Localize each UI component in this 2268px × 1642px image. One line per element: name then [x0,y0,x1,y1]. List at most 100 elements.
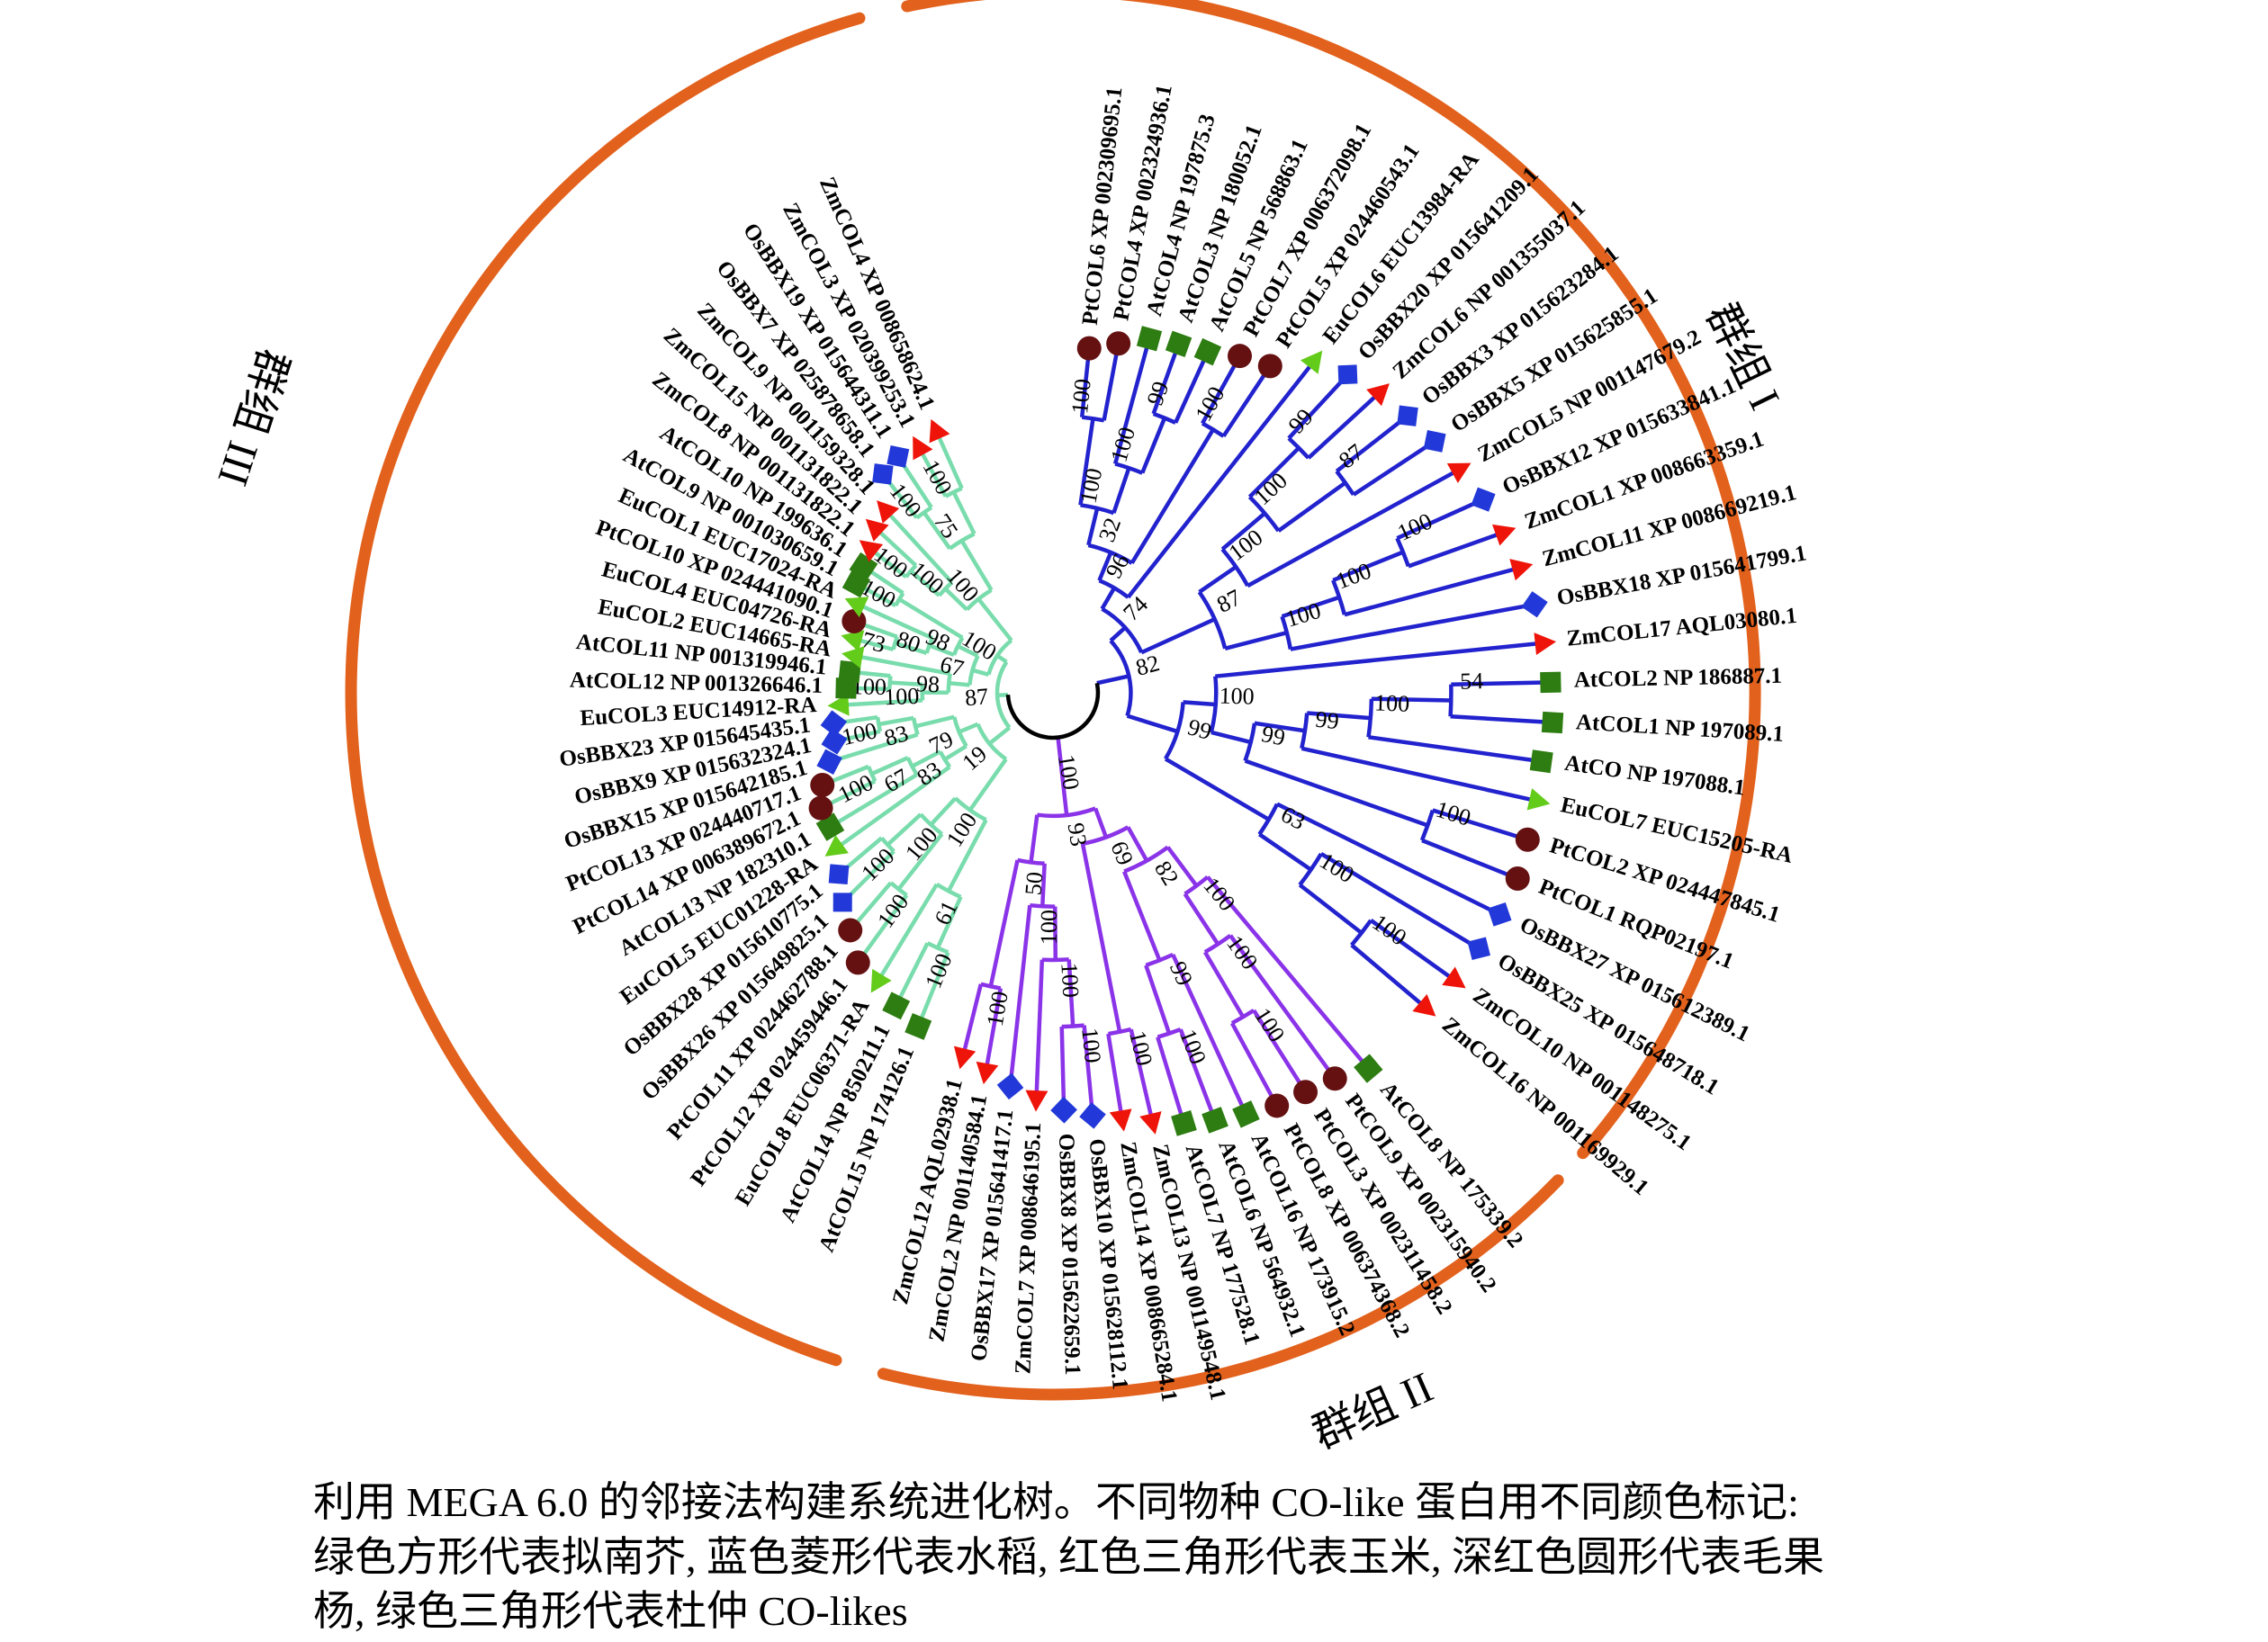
marker-at-square [1540,672,1561,693]
bootstrap-value: 100 [1066,378,1096,416]
branch-radial [1352,945,1426,1008]
branch-radial [991,860,1018,986]
marker-zm-triangle [1139,1111,1166,1137]
branch-radial [1166,758,1269,819]
branch-radial [1259,834,1310,869]
group-label-II: 群组 II [1306,1363,1440,1458]
bootstrap-value: 100 [884,683,920,711]
branch-radial [915,717,954,727]
branch-radial [1083,844,1120,1032]
marker-pt-circle [1077,336,1102,361]
bootstrap-value: 99 [1314,706,1340,735]
bootstrap-value: 99 [1283,404,1318,439]
marker-os-diamond [816,749,842,775]
marker-zm-triangle [1509,553,1535,580]
marker-eu-triangle [861,969,892,999]
branch-radial [1215,643,1544,677]
branch-radial [1031,815,1038,863]
leaf-label: OsBBX8 XP 015622659.1 [1054,1133,1084,1375]
marker-os-diamond [1468,938,1490,960]
marker-pt-circle [1293,1080,1318,1104]
branch-radial [1451,716,1552,722]
marker-at-square [1232,1100,1259,1127]
figure-caption: 利用 MEGA 6.0 的邻接法构建系统进化树。不同物种 CO-like 蛋白用… [313,1476,2032,1639]
marker-pt-circle [1106,331,1130,355]
group-label-III: 群组 III [208,343,297,491]
branch-radial [973,670,989,675]
marker-os-diamond [1488,902,1512,927]
bootstrap-value: 100 [982,990,1013,1028]
bootstrap-value: 100 [1282,597,1324,633]
caption-line-2: 绿色方形代表拟南芥, 蓝色菱形代表水稻, 红色三角形代表玉米, 深红色圆形代表毛… [313,1530,2032,1585]
branch-radial [1111,628,1125,641]
bootstrap-value: 100 [920,950,957,992]
bootstrap-value: 69 [1105,838,1138,869]
marker-os-diamond [1050,1097,1077,1124]
marker-os-diamond [886,445,909,468]
bootstrap-value: 96 [1101,550,1135,583]
marker-zm-triangle [1442,967,1472,998]
bootstrap-value: 67 [938,651,967,682]
marker-at-square [1202,1107,1228,1134]
caption-line-3: 杨, 绿色三角形代表杜仲 CO-likes [313,1584,2032,1639]
marker-pt-circle [1506,866,1530,891]
branch-radial [1146,965,1169,1034]
branch-radial [997,656,1006,662]
bootstrap-value: 99 [1259,721,1287,751]
branch-radial [1102,588,1114,608]
bootstrap-value: 100 [1036,910,1062,945]
bootstrap-value: 75 [929,509,964,543]
marker-at-square [1137,326,1162,351]
marker-at-square [1542,712,1563,733]
branch-radial [1141,619,1214,652]
bootstrap-value: 100 [1056,962,1084,998]
branch-radial [1225,633,1287,649]
marker-zm-triangle [1534,631,1557,655]
marker-zm-triangle [1110,1108,1135,1133]
branch-radial [1010,905,1030,1086]
marker-pt-circle [1264,1093,1289,1117]
branch-radial [1368,737,1541,761]
marker-os-diamond [1522,591,1548,617]
marker-pt-circle [1228,344,1252,368]
bootstrap-value: 54 [1460,668,1484,695]
marker-at-square [904,1013,932,1040]
marker-zm-triangle [1492,517,1520,545]
marker-pt-circle [809,796,833,821]
marker-os-diamond [1079,1102,1106,1129]
branch-radial [1095,808,1106,837]
bootstrap-value: 100 [1105,424,1140,465]
branch-radial [1422,840,1517,878]
marker-pt-circle [846,950,870,974]
bootstrap-value: 87 [1212,584,1245,618]
marker-zm-triangle [921,415,950,444]
leaf-label: AtCOL2 NP 186887.1 [1574,664,1783,693]
branch-radial [1211,732,1251,742]
branch-radial [1128,716,1178,731]
bootstrap-value: 82 [1133,650,1163,681]
branch-radial [1036,960,1041,1099]
marker-os-diamond [833,893,852,911]
marker-eu-triangle [1527,788,1552,815]
bootstrap-value: 99 [1142,378,1174,408]
bootstrap-value: 19 [957,740,992,776]
branch-radial [1157,1037,1184,1124]
branch-radial [963,984,981,1057]
marker-zm-triangle [1024,1090,1048,1112]
leaf-label: ZmCOL17 AQL03080.1 [1566,604,1798,651]
bootstrap-value: 99 [1185,713,1215,745]
bootstrap-value: 50 [1020,871,1048,896]
branch-radial [1184,702,1216,704]
marker-pt-circle [1323,1066,1347,1090]
bootstrap-value: 100 [1374,689,1410,716]
marker-pt-circle [1258,354,1282,378]
bootstrap-value: 99 [1165,957,1198,990]
bootstrap-value: 100 [1075,466,1107,506]
marker-at-square [1530,749,1553,773]
bootstrap-value: 100 [1124,1028,1157,1069]
bootstrap-value: 87 [964,683,989,711]
marker-at-square [1166,331,1192,357]
marker-zm-triangle [1447,453,1477,483]
marker-os-diamond [1424,430,1446,453]
